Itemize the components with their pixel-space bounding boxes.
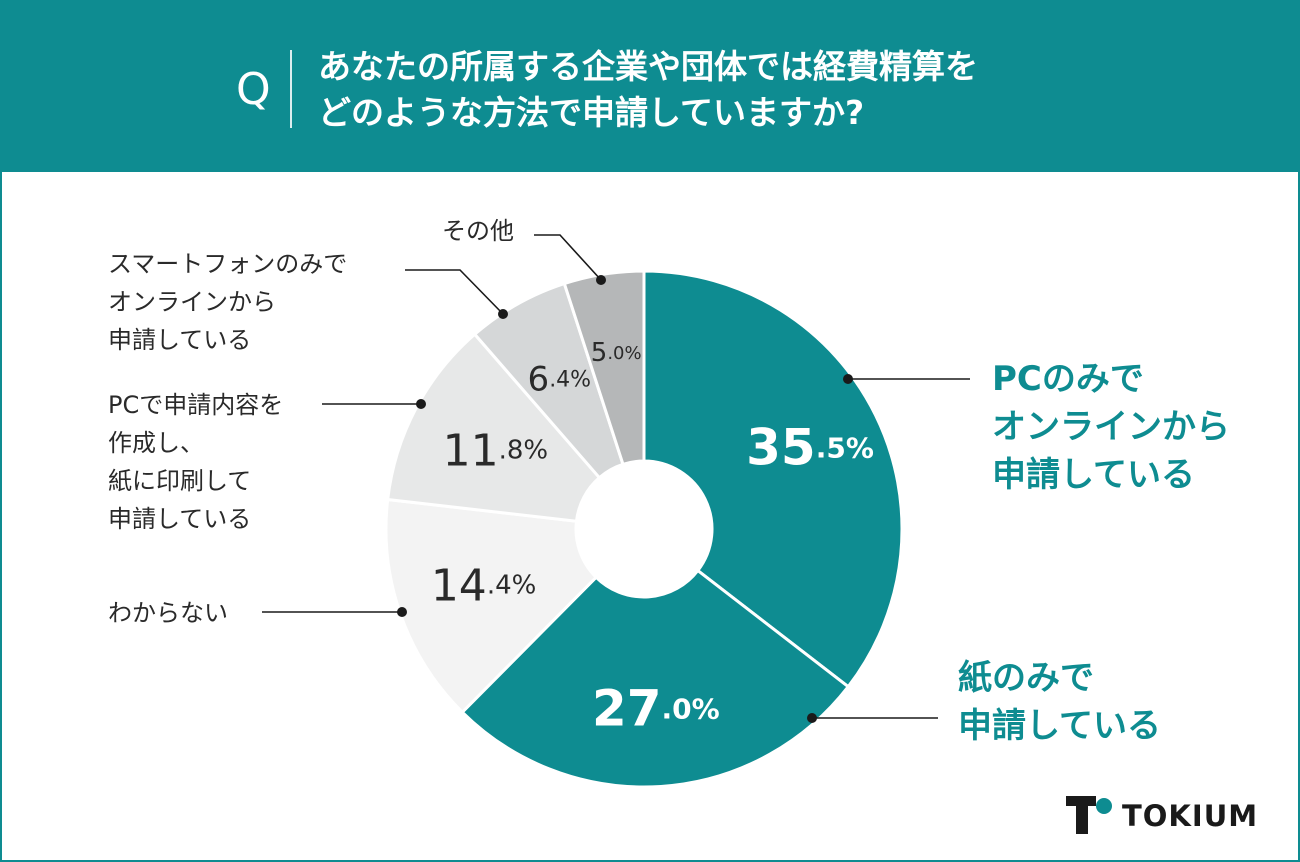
slice-other: [562, 269, 646, 467]
legend-label-pc-online: PCのみで オンラインから 申請している: [992, 359, 1230, 495]
question-line-1: あなたの所属する企業や団体では経費精算を: [318, 47, 978, 86]
slice-smartphone-leader-dot: [498, 309, 508, 319]
slice-unknown: [384, 497, 599, 715]
legend-label-paper-only: 紙のみで 申請している: [958, 658, 1161, 746]
slice-pc-online: [642, 269, 904, 689]
legend-label-other: その他: [442, 217, 514, 245]
slice-pc-print: [386, 332, 602, 523]
question-header: Q あなたの所属する企業や団体では経費精算を どのような方法で申請していますか?: [0, 0, 1300, 172]
slice-pc-print-value-label: 11.8%: [443, 425, 549, 476]
slice-unknown-value-label: 14.4%: [431, 560, 537, 611]
slice-pc-online-value-label: 35.5%: [746, 418, 874, 476]
slice-other-leader-line: [534, 234, 602, 281]
slice-unknown-leader-dot: [397, 607, 407, 617]
question-text: あなたの所属する企業や団体では経費精算を どのような方法で申請していますか?: [318, 44, 1218, 136]
header-divider: [290, 50, 292, 128]
q-mark: Q: [236, 64, 271, 115]
slice-paper-only-value-label: 27.0%: [592, 680, 720, 738]
legend-label-unknown: わからない: [108, 599, 228, 627]
slice-other-value-label: 5.0%: [591, 338, 642, 368]
slice-smartphone-leader-line: [405, 269, 504, 315]
slice-pc-print-leader-dot: [416, 399, 426, 409]
slice-smartphone-value-label: 6.4%: [528, 359, 592, 399]
brand-name: TOKIUM: [1122, 799, 1259, 833]
question-line-2: どのような方法で申請していますか?: [318, 93, 865, 132]
slice-paper-only-leader-dot: [807, 713, 817, 723]
tokium-logo-icon: [1066, 796, 1112, 834]
slice-pc-online-leader-dot: [843, 374, 853, 384]
legend-label-smartphone: スマートフォンのみで オンラインから 申請している: [108, 250, 348, 354]
slice-other-leader-dot: [596, 275, 606, 285]
slice-paper-only: [460, 568, 851, 789]
legend-label-pc-print: PCで申請内容を 作成し、 紙に印刷して 申請している: [108, 391, 284, 533]
